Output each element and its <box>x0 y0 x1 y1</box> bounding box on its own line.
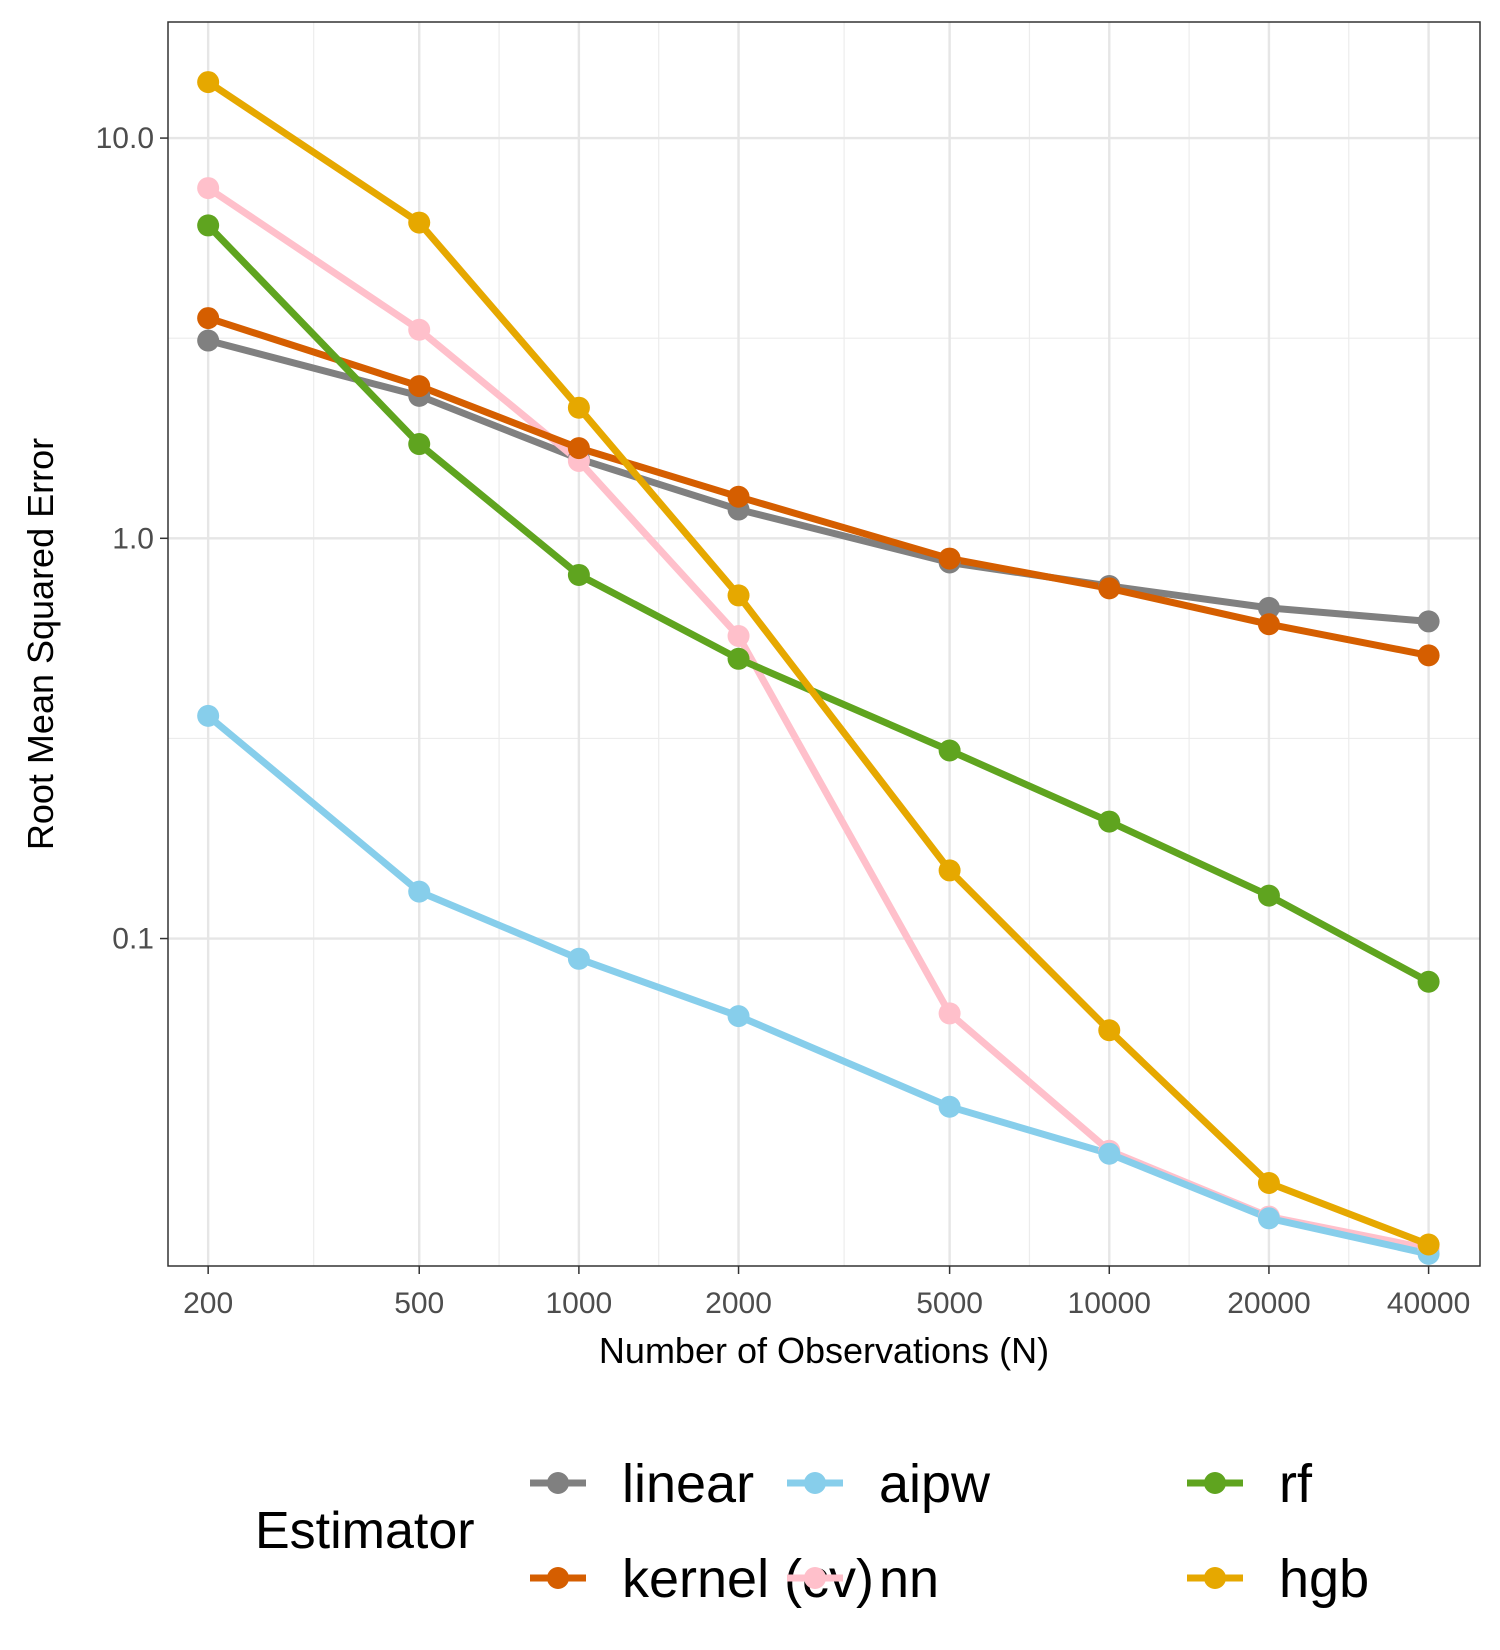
plot-border <box>167 21 1481 1267</box>
data-point-kernel-cv <box>1257 613 1280 636</box>
y-tick-label: 0.1 <box>112 923 154 956</box>
data-point-aipw <box>408 880 431 903</box>
data-point-aipw <box>727 1005 750 1028</box>
data-point-rf <box>567 563 590 586</box>
legend-label-hgb: hgb <box>1279 1549 1369 1609</box>
x-tick-label: 200 <box>183 1287 233 1320</box>
series-line-linear <box>204 337 1433 625</box>
series-line-kernel-cv <box>204 314 1433 659</box>
plot-panel <box>168 22 1480 1266</box>
data-point-nn <box>408 318 431 341</box>
data-point-rf <box>1257 884 1280 907</box>
grid-minor <box>168 22 1480 1266</box>
series-points <box>197 71 1440 1265</box>
data-point-hgb <box>197 71 220 94</box>
data-point-hgb <box>1417 1233 1440 1256</box>
y-tick-label: 1.0 <box>112 522 154 555</box>
x-tick-label: 1000 <box>546 1287 613 1320</box>
data-point-kernel-cv <box>938 547 961 570</box>
x-tick-label: 40000 <box>1387 1287 1470 1320</box>
x-tick-label: 2000 <box>705 1287 772 1320</box>
data-point-aipw <box>197 704 220 727</box>
data-point-rf <box>727 647 750 670</box>
data-point-aipw <box>938 1095 961 1118</box>
x-tick-label: 500 <box>394 1287 444 1320</box>
data-point-rf <box>197 214 220 237</box>
y-axis-title: Root Mean Squared Error <box>20 438 61 850</box>
x-tick-label: 20000 <box>1227 1287 1310 1320</box>
data-point-kernel-cv <box>567 437 590 460</box>
legend-key-point-nn <box>804 1567 826 1589</box>
legend-key-point-kernel-cv <box>547 1567 569 1589</box>
legend-title: Estimator <box>255 1502 475 1560</box>
data-point-rf <box>1417 970 1440 993</box>
data-point-linear <box>1257 596 1280 619</box>
data-point-rf <box>938 739 961 762</box>
data-point-nn <box>938 1002 961 1025</box>
data-point-kernel-cv <box>1098 577 1121 600</box>
data-point-hgb <box>1257 1172 1280 1195</box>
data-point-kernel-cv <box>197 307 220 330</box>
x-axis-ticks: 200 500 1000 2000 5000 10000 20000 40000 <box>183 1266 1470 1320</box>
x-tick-label: 5000 <box>916 1287 983 1320</box>
y-axis-ticks: 10.0 1.0 0.1 <box>96 122 168 956</box>
data-point-nn <box>727 625 750 648</box>
data-point-nn <box>197 177 220 200</box>
series-line-hgb <box>204 78 1433 1248</box>
data-point-aipw <box>567 947 590 970</box>
x-axis-title: Number of Observations (N) <box>599 1330 1049 1371</box>
data-point-kernel-cv <box>727 485 750 508</box>
legend-label-linear: linear <box>622 1454 754 1514</box>
data-point-hgb <box>408 211 431 234</box>
legend-label-aipw: aipw <box>879 1454 991 1514</box>
legend-label-nn: nn <box>879 1549 939 1609</box>
legend-key-point-hgb <box>1204 1567 1226 1589</box>
data-point-aipw <box>1098 1142 1121 1165</box>
data-point-kernel-cv <box>1417 644 1440 667</box>
data-point-linear <box>197 329 220 352</box>
data-point-hgb <box>1098 1019 1121 1042</box>
x-tick-label: 10000 <box>1068 1287 1151 1320</box>
series-lines <box>204 78 1433 1258</box>
legend-label-rf: rf <box>1279 1454 1313 1514</box>
data-point-hgb <box>727 584 750 607</box>
data-point-linear <box>1417 610 1440 633</box>
series-line-aipw <box>204 712 1433 1258</box>
y-tick-label: 10.0 <box>96 122 154 155</box>
data-point-rf <box>408 433 431 456</box>
data-point-rf <box>1098 810 1121 833</box>
data-point-hgb <box>567 396 590 419</box>
legend-key-point-aipw <box>804 1472 826 1494</box>
data-point-kernel-cv <box>408 375 431 398</box>
legend-key-point-rf <box>1204 1472 1226 1494</box>
data-point-hgb <box>938 859 961 882</box>
legend-key-point-linear <box>547 1472 569 1494</box>
data-point-aipw <box>1257 1207 1280 1230</box>
series-line-rf <box>204 221 1433 986</box>
